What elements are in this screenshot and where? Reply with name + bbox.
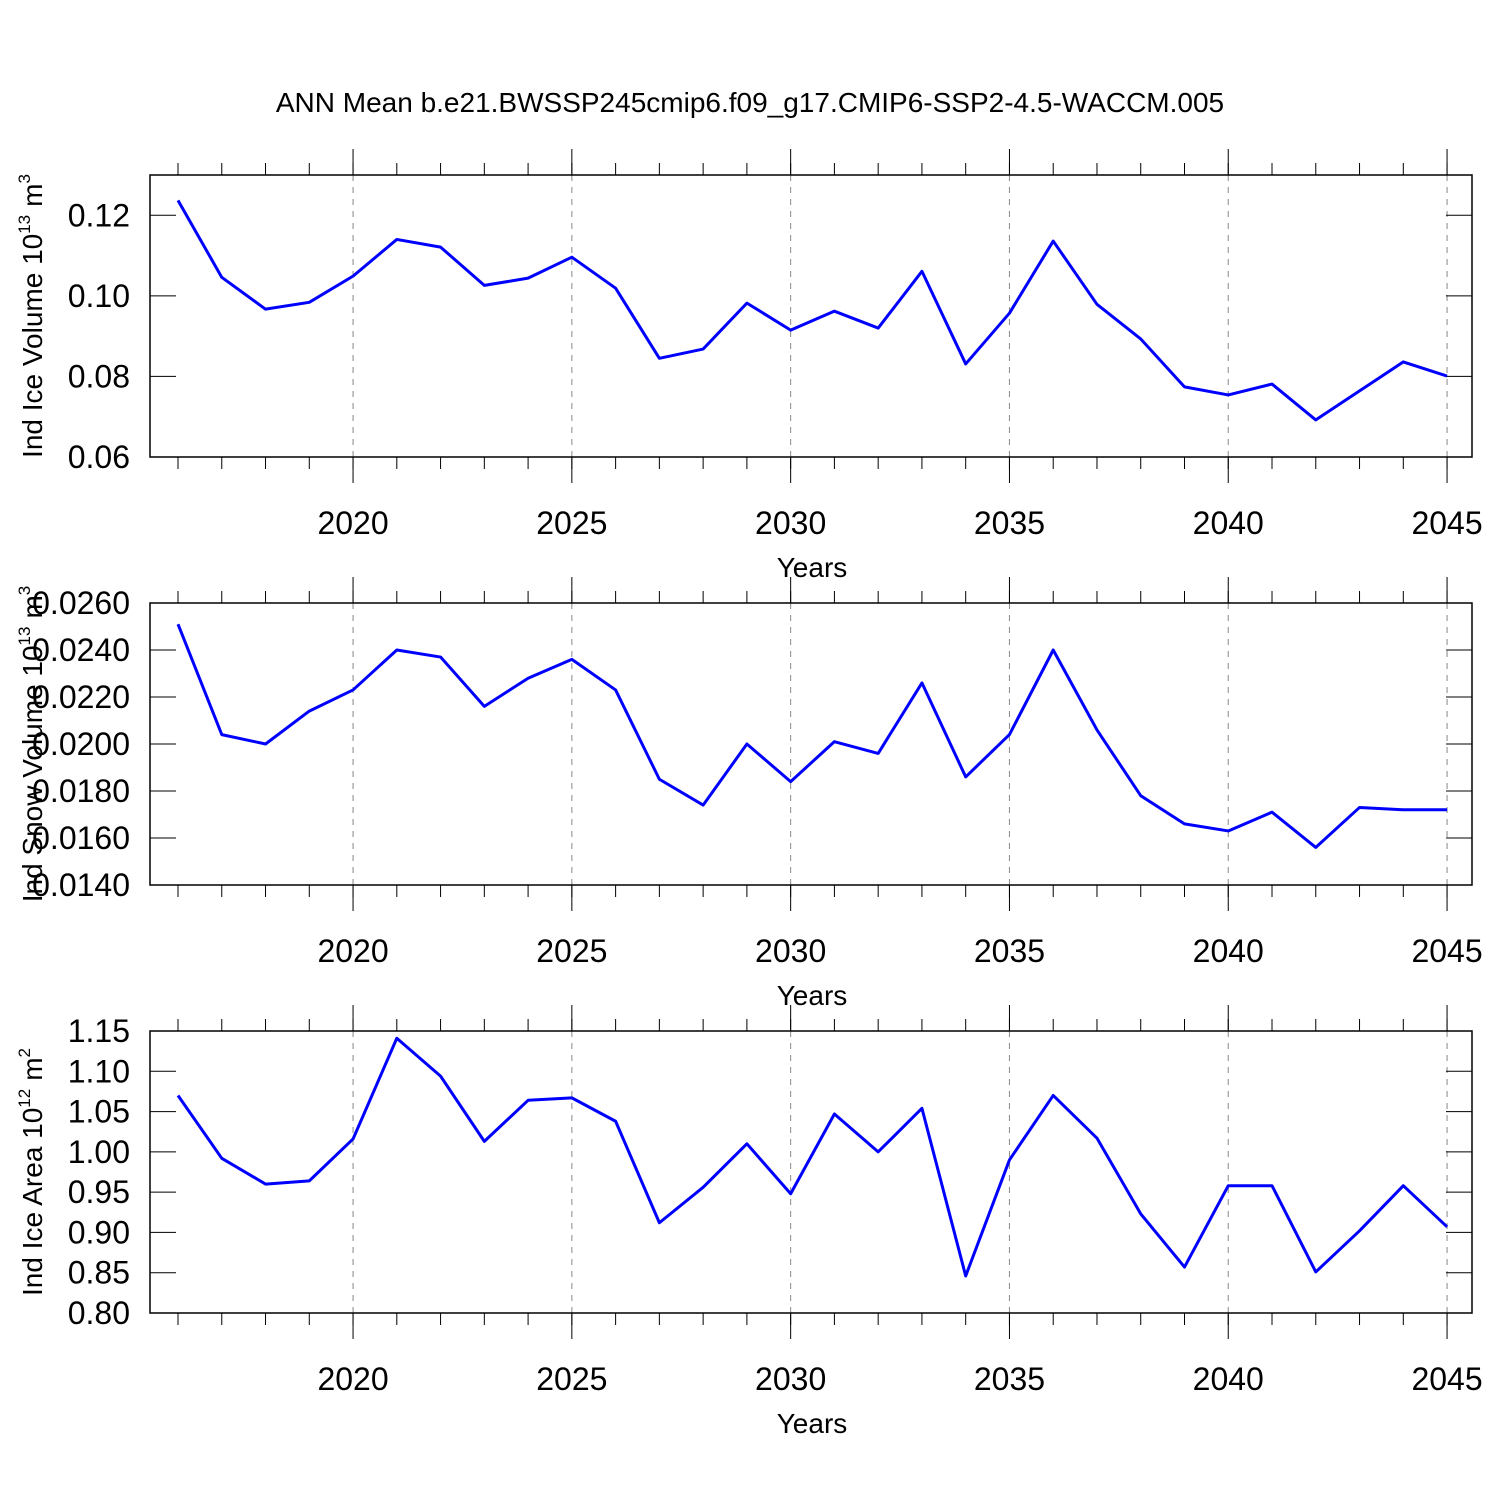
y-axis-label-part: m — [17, 595, 48, 618]
y-axis-label-part: 13 — [15, 215, 34, 234]
chart-title: ANN Mean b.e21.BWSSP245cmip6.f09_g17.CMI… — [276, 87, 1224, 118]
x-tick-label: 2040 — [1193, 933, 1264, 969]
plot-frame — [149, 602, 1473, 886]
y-tick-label: 0.85 — [68, 1255, 130, 1291]
y-tick-label: 0.0240 — [32, 632, 130, 668]
data-line — [176, 623, 1448, 849]
x-tick-label: 2030 — [755, 505, 826, 541]
x-tick-label: 2025 — [536, 933, 607, 969]
y-tick-label: 0.0260 — [32, 585, 130, 621]
x-tick-label: 2025 — [536, 1361, 607, 1397]
x-tick-label: 2020 — [317, 505, 388, 541]
y-axis-label: Ind Snow Volume 1013 m3 — [15, 586, 48, 903]
plot-frame — [149, 174, 1473, 458]
x-tick-label: 2035 — [974, 505, 1045, 541]
x-tick-label: 2030 — [755, 1361, 826, 1397]
y-tick-label: 0.08 — [68, 358, 130, 394]
x-tick-label: 2040 — [1193, 1361, 1264, 1397]
y-axis-label-part: 12 — [15, 1089, 34, 1108]
data-line — [176, 199, 1448, 422]
x-tick-label: 2045 — [1411, 505, 1482, 541]
y-tick-label: 0.90 — [68, 1214, 130, 1250]
y-axis-label: Ind Ice Volume 1013 m3 — [15, 174, 48, 458]
x-tick-label: 2020 — [317, 933, 388, 969]
y-axis-label-part: Ind Ice Volume 10 — [17, 234, 48, 458]
data-line — [176, 1036, 1449, 1278]
y-axis-label-part: Ind Snow Volume 10 — [17, 645, 48, 902]
x-axis-label: Years — [777, 980, 848, 1011]
x-tick-label: 2030 — [755, 933, 826, 969]
y-tick-label: 0.0160 — [32, 820, 130, 856]
y-tick-label: 1.00 — [68, 1134, 130, 1170]
y-tick-label: 0.80 — [68, 1295, 130, 1331]
y-tick-label: 0.06 — [68, 439, 130, 475]
y-axis-label: Ind Ice Area 1012 m2 — [15, 1048, 48, 1296]
x-tick-label: 2035 — [974, 1361, 1045, 1397]
y-axis-label-part: m — [17, 184, 48, 207]
y-axis-label-part: 13 — [15, 627, 34, 646]
y-tick-label: 0.0140 — [32, 867, 130, 903]
y-tick-label: 0.95 — [68, 1174, 130, 1210]
y-tick-label: 0.0220 — [32, 679, 130, 715]
y-tick-label: 0.10 — [68, 278, 130, 314]
x-tick-label: 2025 — [536, 505, 607, 541]
y-tick-label: 0.0200 — [32, 726, 130, 762]
x-tick-label: 2020 — [317, 1361, 388, 1397]
y-axis-label-part: 2 — [15, 1048, 34, 1057]
y-axis-label-part: 3 — [15, 586, 34, 595]
y-tick-label: 1.10 — [68, 1053, 130, 1089]
plot-frame — [149, 1030, 1473, 1314]
y-axis-label-part: 3 — [15, 174, 34, 183]
y-axis-label-part: Ind Ice Area 10 — [17, 1108, 48, 1296]
y-tick-label: 0.0180 — [32, 773, 130, 809]
x-tick-label: 2045 — [1411, 1361, 1482, 1397]
x-axis-label: Years — [777, 552, 848, 583]
x-tick-label: 2040 — [1193, 505, 1264, 541]
y-axis-label-part: m — [17, 1057, 48, 1080]
x-tick-label: 2045 — [1411, 933, 1482, 969]
y-tick-label: 1.05 — [68, 1094, 130, 1130]
y-tick-label: 0.12 — [68, 197, 130, 233]
y-tick-label: 1.15 — [68, 1013, 130, 1049]
x-axis-label: Years — [777, 1408, 848, 1439]
x-tick-label: 2035 — [974, 933, 1045, 969]
